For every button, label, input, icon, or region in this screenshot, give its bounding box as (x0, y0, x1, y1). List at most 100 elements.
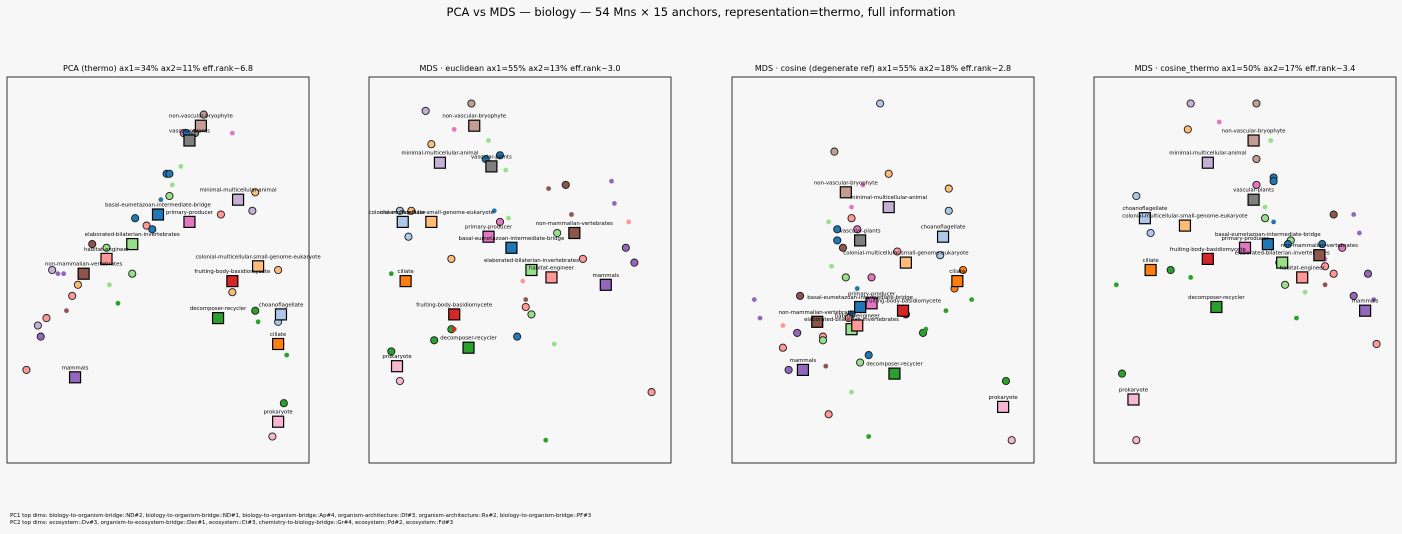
data-point-non-vascular-bryophyte (467, 99, 476, 108)
data-point-non-mammalian-vertebrates (64, 308, 69, 314)
data-point-mammals (55, 271, 61, 277)
anchor-label: vascular-plants (840, 228, 881, 234)
anchor-label: vascular-plants (471, 154, 512, 160)
anchor-marker-minimal-multicellular-animal (231, 193, 245, 206)
anchor-label: choanoflagellate (380, 210, 426, 216)
anchor-label: minimal-multicellular-animal (850, 195, 927, 201)
data-point-primary-producer (229, 130, 235, 136)
anchor-label: non-mammalian-vertebrates (779, 310, 856, 316)
data-point-choanoflagellate (944, 206, 953, 215)
data-point-elaborated-bilaterian-invertebrates (527, 310, 536, 319)
data-point-habitat-engineer (893, 247, 902, 256)
anchor-label: mammals (790, 358, 817, 364)
anchor-label: ciliate (270, 332, 287, 338)
data-point-fruiting-body-basidiomycete (451, 326, 457, 332)
data-point-habitat-engineer (847, 214, 856, 223)
data-point-elaborated-bilaterian-invertebrates (818, 336, 827, 345)
data-point-elaborated-bilaterian-invertebrates (1302, 289, 1308, 295)
data-point-non-mammalian-vertebrates (823, 363, 829, 369)
anchor-marker-non-mammalian-vertebrates (77, 267, 90, 280)
anchor-label: non-vascular-bryophyte (814, 180, 878, 186)
data-point-prokaryote (268, 432, 277, 441)
anchor-marker-colonial-multicellular-small-genome-eukaryote (252, 260, 265, 273)
anchor-marker-mammals (68, 371, 82, 384)
data-point-non-mammalian-vertebrates (523, 297, 529, 302)
panel-title: PCA (thermo) ax1=34% ax2=11% eff.rank~6.… (63, 64, 253, 73)
data-point-colonial-multicellular-small-genome-eukaryote (228, 288, 237, 297)
data-point-colonial-multicellular-small-genome-eukaryote (1183, 125, 1192, 134)
data-point-mammals (36, 332, 45, 341)
anchor-label: non-mammalian-vertebrates (1281, 243, 1358, 249)
data-point-mammals (757, 315, 763, 321)
anchor-label: non-vascular-bryophyte (169, 114, 233, 120)
anchor-marker-basal-eumetazoan-intermediate-bridge (151, 208, 165, 221)
data-point-basal-eumetazoan-intermediate-bridge (864, 351, 873, 360)
data-point-habitat-engineer (778, 343, 787, 352)
anchor-label: fruiting-body-basidiomycete (416, 302, 493, 308)
data-point-decomposer-recycler (866, 434, 872, 439)
data-point-habitat-engineer (1321, 262, 1330, 271)
data-point-mammals (611, 201, 617, 206)
anchor-label: minimal-multicellular-animal (401, 151, 478, 157)
data-point-basal-eumetazoan-intermediate-bridge (854, 286, 860, 291)
scatter-panel-4: MDS · cosine_thermo ax1=50% ax2=17% eff.… (1093, 64, 1397, 464)
data-point-primary-producer (1252, 180, 1261, 189)
data-point-non-mammalian-vertebrates (569, 212, 574, 217)
data-point-basal-eumetazoan-intermediate-bridge (1283, 240, 1292, 249)
data-point-non-vascular-bryophyte (1252, 99, 1261, 108)
data-point-primary-producer (451, 126, 457, 132)
anchor-label: minimal-multicellular-animal (1169, 151, 1246, 157)
anchor-marker-decomposer-recycler (211, 312, 225, 325)
data-point-decomposer-recycler (1166, 265, 1175, 275)
anchor-label: prokaryote (1119, 388, 1149, 394)
anchor-marker-prokaryote (390, 360, 404, 373)
anchor-marker-fruiting-body-basidiomycete (1201, 252, 1214, 265)
data-point-habitat-engineer (42, 314, 51, 323)
data-point-decomposer-recycler (388, 271, 394, 277)
data-point-minimal-multicellular-animal (1186, 99, 1195, 108)
data-point-basal-eumetazoan-intermediate-bridge (495, 151, 505, 160)
data-point-mammals (630, 258, 639, 267)
anchor-marker-vascular-plants (183, 134, 196, 147)
data-point-habitat-engineer (578, 254, 587, 263)
data-point-habitat-engineer (626, 219, 632, 225)
data-point-elaborated-bilaterian-invertebrates (829, 263, 834, 269)
anchor-label: non-mammalian-vertebrates (45, 262, 122, 268)
anchor-marker-vascular-plants (1247, 193, 1260, 206)
data-point-elaborated-bilaterian-invertebrates (1262, 204, 1268, 210)
data-point-non-vascular-bryophyte (1252, 154, 1261, 164)
data-point-elaborated-bilaterian-invertebrates (849, 389, 854, 395)
data-point-minimal-multicellular-animal (248, 206, 257, 215)
panel-title: MDS · euclidean ax1=55% ax2=13% eff.rank… (420, 64, 621, 73)
anchor-marker-non-vascular-bryophyte (839, 186, 852, 199)
anchor-marker-fruiting-body-basidiomycete (448, 308, 461, 321)
plot-frame (1093, 76, 1397, 464)
data-point-colonial-multicellular-small-genome-eukaryote (251, 188, 260, 197)
data-point-habitat-engineer (844, 314, 853, 323)
anchor-marker-vascular-plants (485, 160, 498, 173)
anchor-label: prokaryote (988, 395, 1018, 401)
anchor-label: habitat-engineer (835, 314, 881, 320)
data-point-decomposer-recycler (1113, 282, 1119, 288)
data-point-choanoflagellate (1146, 228, 1155, 238)
anchor-label: colonial-multicellular-small-genome-euka… (1122, 214, 1248, 220)
data-point-habitat-engineer (647, 388, 656, 397)
data-point-decomposer-recycler (943, 308, 949, 314)
data-point-basal-eumetazoan-intermediate-bridge (491, 208, 497, 214)
anchor-label: minimal-multicellular-animal (200, 188, 277, 194)
anchor-marker-ciliate (1144, 263, 1157, 277)
data-point-prokaryote (1132, 436, 1141, 445)
anchor-label: elaborated-bilaterian-invertebrates (1235, 251, 1330, 257)
anchor-marker-primary-producer (183, 215, 196, 228)
anchor-marker-choanoflagellate (936, 230, 950, 243)
scatter-panel-2: MDS · euclidean ax1=55% ax2=13% eff.rank… (368, 64, 672, 464)
data-point-choanoflagellate (876, 99, 885, 108)
data-point-elaborated-bilaterian-invertebrates (1260, 214, 1270, 223)
data-point-non-mammalian-vertebrates (796, 291, 805, 300)
anchor-label: vascular-plants (169, 129, 210, 135)
anchor-marker-mammals (599, 278, 612, 291)
anchor-marker-non-mammalian-vertebrates (1313, 249, 1326, 262)
data-point-elaborated-bilaterian-invertebrates (506, 215, 511, 221)
anchor-label: fruiting-body-basidiomycete (1170, 247, 1247, 253)
data-point-non-mammalian-vertebrates (838, 243, 848, 252)
